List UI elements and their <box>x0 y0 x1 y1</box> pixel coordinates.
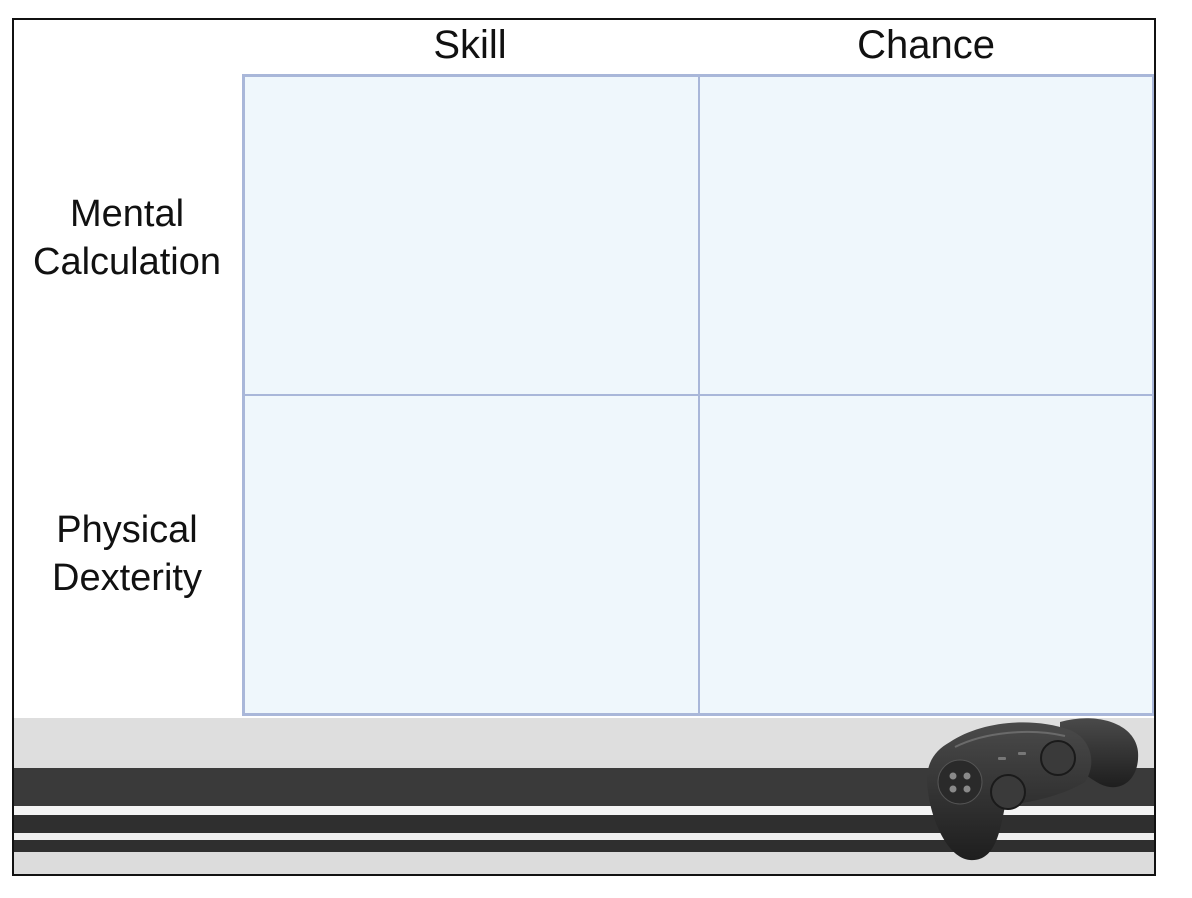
cell-physical-chance <box>698 395 1152 713</box>
row-header-physical-line2: Dexterity <box>52 557 202 599</box>
cell-mental-chance <box>698 77 1152 395</box>
floor-stripe <box>14 840 1154 852</box>
row-header-mental-line1: Mental <box>69 193 185 235</box>
column-header-chance: Chance <box>857 23 995 67</box>
game-controller-icon <box>926 718 1139 861</box>
floor-stripe <box>14 815 1154 833</box>
floor-stripe <box>14 833 1154 840</box>
cell-mental-skill <box>245 77 699 395</box>
row-header-mental-calculation: Mental Calculation <box>14 190 240 286</box>
floor-stripe <box>14 806 1154 815</box>
cell-physical-skill <box>245 395 699 713</box>
column-header-skill: Skill <box>433 23 507 67</box>
floor-stripe <box>14 852 1154 874</box>
classification-grid <box>242 74 1154 716</box>
row-header-mental-line2: Calculation <box>33 241 221 283</box>
row-header-physical-dexterity: Physical Dexterity <box>14 506 240 602</box>
slide-frame: Skill Chance Mental Calculation Physical… <box>12 18 1156 876</box>
row-header-physical-line1: Physical <box>56 509 198 551</box>
